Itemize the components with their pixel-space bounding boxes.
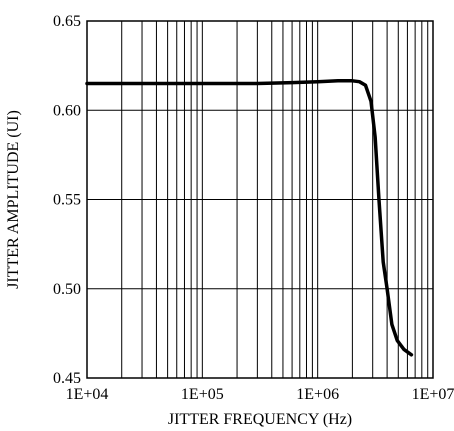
y-tick-label: 0.55: [53, 192, 81, 209]
major-grid: [86, 20, 434, 379]
plot-frame: [86, 20, 434, 379]
x-tick-label: 1E+07: [412, 386, 454, 403]
y-tick-label: 0.60: [53, 102, 81, 119]
x-tick-labels: 1E+04 1E+05 1E+06 1E+07: [66, 386, 454, 403]
y-tick-label: 0.50: [53, 281, 81, 298]
x-tick-label: 1E+05: [181, 386, 224, 403]
y-tick-label: 0.65: [53, 13, 81, 30]
series-line: [85, 79, 414, 357]
y-axis-label: JITTER AMPLITUDE (UI): [5, 110, 22, 289]
x-tick-label: 1E+04: [66, 386, 109, 403]
x-axis-label: JITTER FREQUENCY (Hz): [168, 411, 352, 428]
y-tick-labels: 0.45 0.50 0.55 0.60 0.65: [53, 13, 81, 387]
x-tick-label: 1E+06: [296, 386, 339, 403]
y-tick-label: 0.45: [53, 370, 81, 387]
